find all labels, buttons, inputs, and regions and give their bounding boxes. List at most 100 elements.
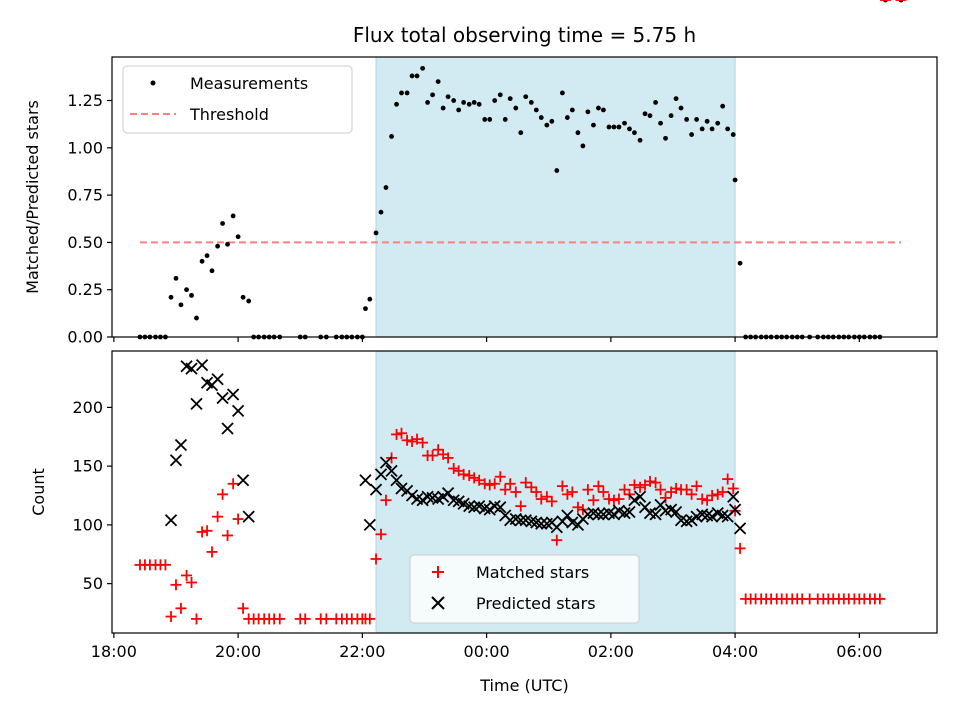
predicted-star-point: [727, 490, 740, 503]
measurement-point: [596, 105, 601, 111]
top-legend-box: [122, 65, 353, 134]
measurement-point: [435, 79, 441, 84]
measurement-point: [471, 100, 477, 105]
predicted-star-point: [242, 510, 255, 523]
matched-star-point: [706, 490, 718, 502]
measurement-point: [194, 315, 199, 321]
measurement-point: [178, 302, 184, 308]
matched-star-point: [222, 529, 234, 541]
bottom-legend: Matched stars Predicted stars: [409, 554, 640, 624]
measurement-point: [497, 92, 503, 98]
matched-star-point: [448, 463, 460, 474]
measurement-point: [518, 130, 524, 136]
matched-star-point: [411, 433, 423, 445]
predicted-star-point: [227, 388, 240, 401]
matched-star-point: [525, 481, 537, 493]
measurement-point: [414, 73, 420, 79]
predicted-star-point: [385, 464, 398, 477]
measurement-point: [694, 117, 699, 122]
matched-star-point: [170, 579, 182, 591]
x-tick-label: 06:00: [836, 642, 882, 661]
matched-stars-legend-marker: [432, 566, 444, 578]
matched-star-point: [468, 472, 480, 484]
predicted-star-point: [190, 397, 203, 411]
matched-star-point: [874, 593, 886, 605]
matched-star-point: [520, 477, 532, 489]
matched-star-point: [670, 482, 682, 494]
measurement-point: [585, 109, 591, 115]
matched-star-point: [587, 494, 599, 506]
measurement-point: [225, 241, 230, 247]
threshold-legend-label: Threshold: [189, 105, 269, 124]
predicted-star-point: [231, 404, 245, 418]
measurement-point: [230, 213, 236, 219]
measurement-point: [240, 294, 246, 300]
matched-star-point: [681, 484, 693, 496]
y-tick-label: 1.00: [67, 138, 103, 157]
matched-star-point: [375, 528, 387, 540]
measurement-point: [383, 185, 389, 190]
matched-star-point: [734, 542, 746, 554]
predicted-star-point: [628, 494, 641, 507]
predicted-star-point: [561, 509, 574, 522]
x-tick-label: 20:00: [215, 642, 261, 661]
y-tick-label: 0.50: [67, 233, 103, 252]
matched-star-point: [712, 488, 724, 500]
y-tick-label: 200: [72, 398, 103, 417]
measurement-point: [184, 287, 189, 293]
measurement-point: [663, 135, 668, 141]
measurement-point: [528, 100, 534, 105]
y-tick-label: 150: [72, 457, 103, 476]
matched-star-point: [628, 479, 640, 491]
matched-star-point: [181, 569, 193, 581]
measurement-point: [451, 98, 457, 103]
matched-star-point: [644, 475, 656, 487]
matched-star-point: [619, 484, 631, 496]
predicted-star-point: [169, 454, 183, 467]
matched-star-point: [655, 484, 667, 496]
top-observing-window-shade: [375, 56, 736, 338]
matched-star-point: [691, 480, 703, 492]
measurement-point: [507, 96, 513, 102]
matched-star-point: [217, 488, 229, 500]
measurement-point: [616, 124, 622, 130]
matched-star-point: [597, 486, 609, 498]
matched-star-point: [417, 437, 429, 449]
measurement-point: [622, 120, 627, 126]
predicted-star-point: [363, 518, 376, 532]
matched-star-point: [201, 525, 213, 537]
x-tick-label: 18:00: [91, 642, 137, 661]
bottom-y-ticks: 50 100 150 200: [72, 398, 112, 593]
measurement-point: [684, 117, 690, 122]
measurement-point: [689, 132, 695, 137]
measurements-legend-label: Measurements: [190, 74, 308, 93]
measurement-point: [430, 92, 435, 98]
predicted-star-point: [669, 505, 683, 519]
matched-star-point: [364, 613, 376, 625]
predicted-star-point: [705, 510, 719, 523]
measurement-point: [725, 126, 731, 132]
measurement-point: [637, 137, 643, 143]
matched-star-point: [196, 526, 208, 538]
measurement-point: [600, 107, 606, 113]
matched-star-point: [227, 478, 239, 490]
measurement-point: [647, 113, 653, 119]
predicted-star-point: [211, 373, 224, 386]
predicted-star-point: [649, 508, 662, 521]
measurement-point: [523, 94, 529, 100]
measurement-point: [673, 96, 679, 102]
predicted-star-point: [221, 422, 234, 435]
predicted-star-point: [236, 474, 250, 487]
measurement-point: [373, 230, 379, 236]
measurement-point: [538, 115, 544, 120]
measurement-point: [461, 100, 467, 105]
measurement-point: [564, 115, 570, 120]
measurement-point: [425, 100, 430, 105]
bottom-plot-frame: [111, 350, 938, 634]
x-tick-label: 04:00: [712, 642, 758, 661]
matched-star-point: [701, 494, 713, 506]
matched-star-point: [686, 488, 698, 500]
measurement-point: [533, 107, 539, 113]
measurement-point: [199, 258, 205, 264]
measurement-point: [246, 298, 252, 304]
